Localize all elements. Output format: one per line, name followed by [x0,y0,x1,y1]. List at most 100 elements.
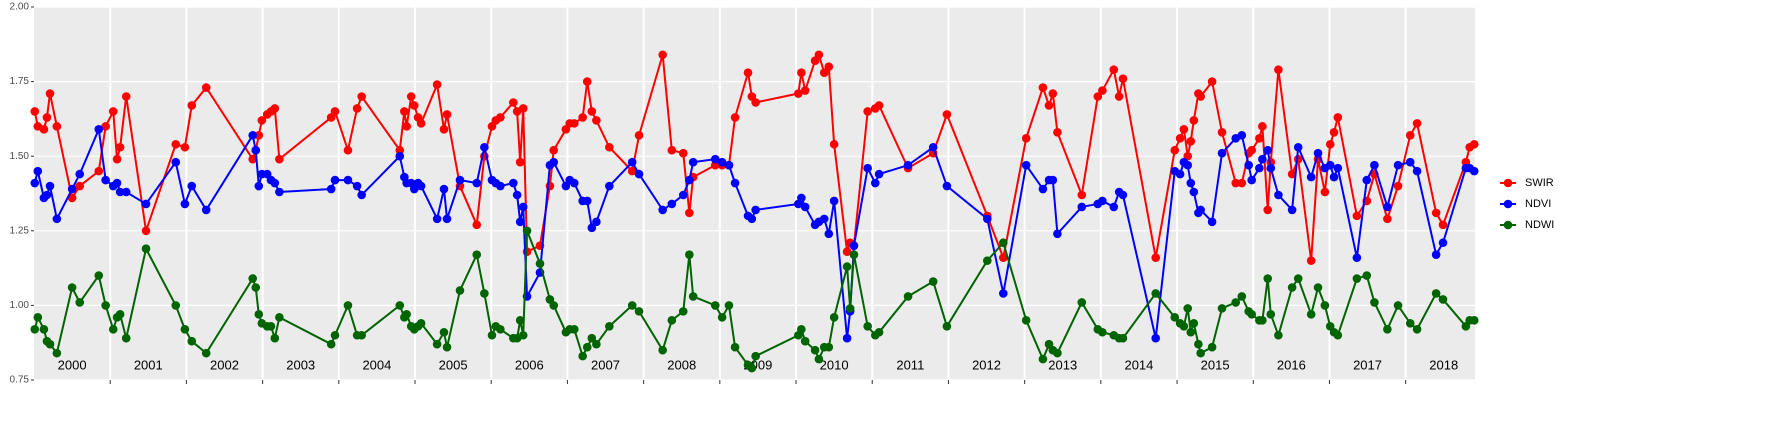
point [121,333,131,343]
point [605,181,614,191]
point [549,301,559,310]
point [824,229,834,239]
point [395,151,405,161]
point [45,181,55,191]
point [1352,253,1362,262]
point [1313,283,1323,292]
point [330,330,340,340]
point [587,223,597,233]
point [343,175,353,185]
point [326,339,336,349]
point [30,178,40,188]
point [658,345,667,355]
point [101,175,110,185]
x-tick-label: 2012 [972,357,1001,372]
point [439,184,449,194]
point [829,313,839,322]
point [1109,202,1119,212]
point [67,193,77,203]
point [1118,190,1128,200]
point [395,145,405,155]
point [870,178,880,188]
point [819,214,829,224]
point [357,190,366,200]
point [710,160,720,170]
x-tick-label: 2015 [1201,357,1230,372]
point [1189,116,1199,125]
point [1175,133,1185,143]
point [357,92,366,101]
point [1151,253,1161,262]
point [439,125,449,134]
point [439,327,449,337]
point [251,145,261,155]
point [1274,65,1283,74]
point [518,104,528,113]
point [472,178,482,188]
point [658,50,667,60]
point [270,178,280,188]
point [797,68,806,77]
point [180,142,190,152]
point [578,351,587,361]
point [1362,271,1372,280]
point [1438,295,1448,304]
point [141,244,151,254]
point [751,98,760,107]
legend-label: NDVI [1525,198,1551,210]
point [569,324,579,334]
point [1438,238,1448,248]
point [1469,166,1479,176]
point [797,324,806,334]
point [1217,304,1227,313]
point [1207,77,1217,86]
point [592,339,601,349]
point [33,313,43,322]
point [42,113,52,122]
point [605,142,614,152]
point [1231,298,1241,307]
point [1151,289,1161,298]
point [275,154,284,164]
point [1186,178,1196,188]
point [496,181,505,191]
point [592,116,601,125]
point [1179,125,1189,134]
point [515,157,525,167]
point [1038,83,1048,92]
point [326,184,336,194]
point [1077,190,1087,200]
point [678,148,688,158]
point [863,107,872,116]
point [582,342,592,352]
point [1021,160,1031,170]
point [829,139,839,149]
point [1412,119,1422,128]
x-tick-label: 2018 [1429,357,1458,372]
point [1258,316,1267,325]
point [1306,310,1316,319]
point [1196,205,1205,215]
point [352,104,362,113]
point [248,154,258,164]
point [1151,333,1161,343]
point [658,205,667,215]
point [710,154,720,164]
point [101,301,110,310]
point [863,163,872,173]
point [487,330,497,340]
point [455,175,465,185]
point [496,324,505,334]
point [266,321,276,331]
point [747,214,757,224]
point [442,342,452,352]
point [1405,319,1415,328]
point [432,339,442,349]
point [496,113,505,122]
legend-key-point [1503,220,1513,230]
point [592,217,601,227]
point [472,220,482,230]
point [874,327,884,337]
point [115,187,125,197]
